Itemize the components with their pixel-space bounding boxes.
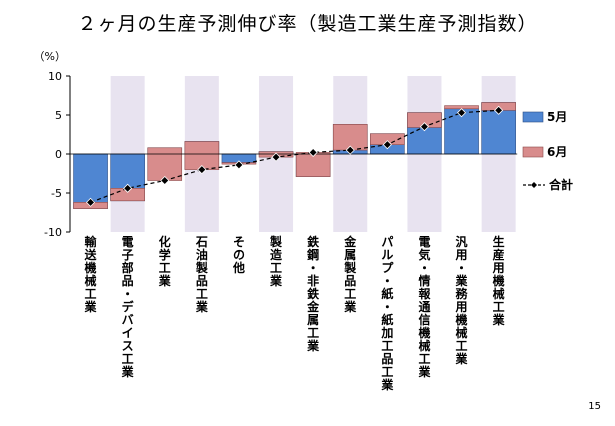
y-tick-label: 10 [48,70,62,83]
y-tick-label: 5 [55,109,62,122]
total-point [234,160,244,170]
total-point [197,165,207,175]
y-tick-label: -5 [51,187,62,200]
legend-label: 合計 [549,177,573,192]
page-number: 15 [588,401,601,412]
bar-june [147,147,183,181]
category-labels: 輸送機械工業 電子部品・デバイス工業 化学工業 石油製品工業 その他 製造工業 鉄鋼・非鉄金… [84,234,506,392]
y-tick-label: -10 [44,226,62,239]
category-label: 汎用・業務用機械工業 [455,234,469,366]
y-unit-label: （%） [34,50,66,63]
total-series-line [90,109,499,203]
category-label: 電気・情報通信機械工業 [417,235,431,379]
category-label: 鉄鋼・非鉄金属工業 [306,234,320,353]
total-point [494,105,504,115]
category-label: 生産用機械工業 [492,234,506,327]
category-label: 金属製品工業 [343,234,357,314]
legend-swatch [522,146,544,158]
category-label: 化学工業 [158,234,172,288]
legend-label: 6月 [547,145,567,159]
legend-swatch [522,111,544,123]
y-tick-label: 0 [55,148,62,161]
total-point [419,122,430,132]
total-point [308,147,318,158]
total-point [160,175,170,186]
category-label: その他 [232,235,245,275]
total-point [345,145,355,155]
category-label: 輸送機械工業 [84,234,98,314]
bar-june [184,141,220,170]
category-label: 電子部品・デバイス工業 [121,235,135,379]
total-point [271,152,281,162]
axes [66,75,518,233]
legend-marker [531,182,537,188]
y-tick-labels: 10 5 0 -5 -10 [44,70,62,239]
category-label: パルプ・紙・紙加工品工業 [380,235,394,392]
chart-title: ２ヶ月の生産予測伸び率（製造工業生産予測指数） [77,13,538,35]
total-point [85,197,96,207]
total-line [85,105,504,207]
total-point [382,140,392,150]
category-label: 石油製品工業 [195,235,209,314]
legend-label: 5月 [547,110,567,124]
total-point [123,183,133,193]
total-point [456,108,467,118]
category-label: 製造工業 [269,234,283,288]
